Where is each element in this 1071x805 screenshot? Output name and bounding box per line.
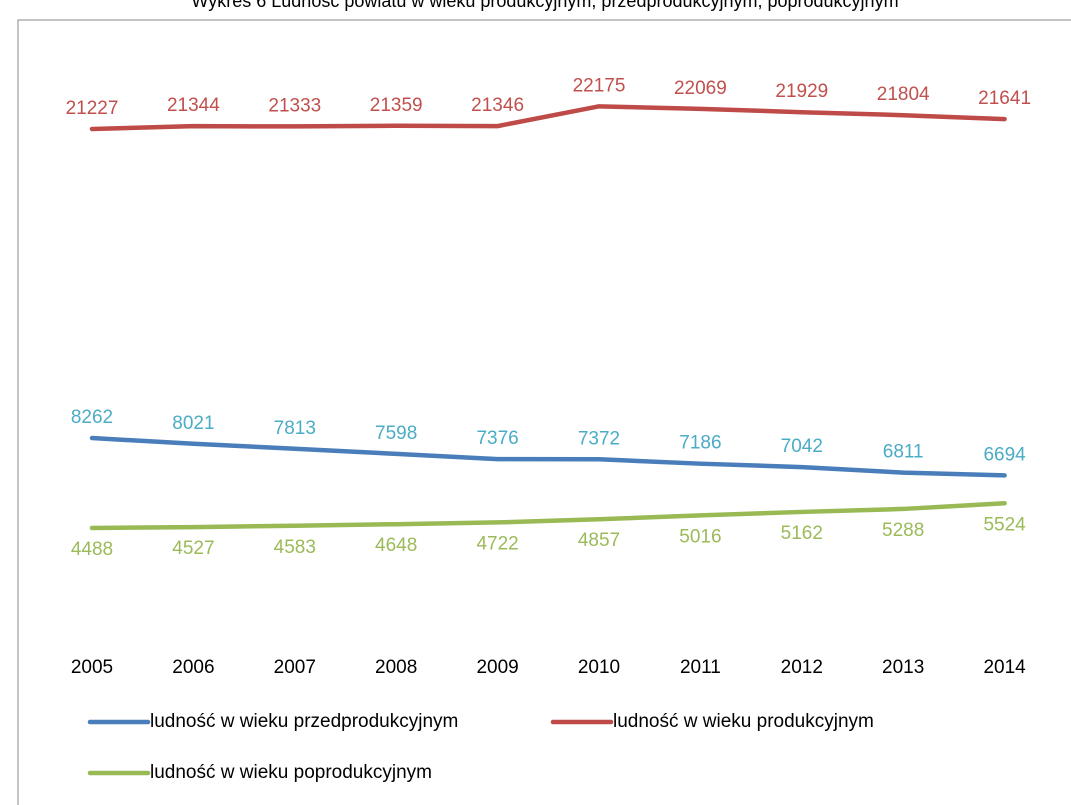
- data-label: 22069: [674, 78, 727, 99]
- chart-frame: [17, 19, 1071, 805]
- data-label: 4583: [274, 537, 316, 558]
- series-line: [89, 501, 1007, 531]
- data-label: 8262: [71, 407, 113, 428]
- data-label: 5288: [882, 520, 924, 541]
- legend-label: ludność w wieku przedprodukcyjnym: [150, 711, 458, 732]
- x-tick-label: 2009: [476, 657, 518, 678]
- data-label: 6811: [883, 442, 924, 463]
- data-label: 5524: [983, 514, 1026, 535]
- data-label: 7813: [274, 418, 316, 439]
- data-label: 7042: [781, 436, 823, 457]
- data-label: 7376: [476, 428, 518, 449]
- series-line: [89, 435, 1007, 478]
- data-label: 21333: [268, 95, 321, 116]
- data-label: 4488: [71, 539, 113, 560]
- data-label: 7372: [578, 428, 620, 449]
- x-tick-label: 2005: [71, 657, 113, 678]
- data-label: 21227: [66, 98, 119, 119]
- data-label: 4648: [375, 535, 417, 556]
- data-label: 4722: [476, 533, 518, 554]
- data-label: 21346: [471, 95, 524, 116]
- data-label: 5162: [781, 523, 823, 544]
- x-tick-label: 2006: [172, 657, 214, 678]
- x-tick-label: 2012: [781, 657, 823, 678]
- x-tick-label: 2013: [882, 657, 924, 678]
- data-label: 21344: [167, 95, 220, 116]
- data-label: 4857: [578, 530, 620, 551]
- series-line: [89, 104, 1007, 132]
- x-tick-label: 2010: [578, 657, 620, 678]
- x-tick-label: 2014: [983, 657, 1026, 678]
- x-tick-label: 2011: [680, 657, 721, 678]
- legend-label: ludność w wieku produkcyjnym: [613, 711, 874, 732]
- data-label: 8021: [172, 413, 214, 434]
- data-label: 7598: [375, 423, 417, 444]
- data-label: 6694: [983, 444, 1026, 465]
- x-tick-label: 2007: [274, 657, 316, 678]
- data-label: 21359: [370, 95, 423, 116]
- chart-title: Wykres 6 Ludność powiatu w wieku produkc…: [191, 0, 898, 11]
- data-label: 22175: [573, 75, 626, 96]
- data-label: 21641: [978, 88, 1031, 109]
- data-label: 5016: [679, 526, 721, 547]
- x-tick-label: 2008: [375, 657, 417, 678]
- data-label: 4527: [172, 538, 214, 559]
- data-label: 21804: [877, 84, 930, 105]
- data-label: 21929: [775, 81, 828, 102]
- data-label: 7186: [679, 433, 721, 454]
- legend-label: ludność w wieku poprodukcyjnym: [150, 762, 432, 783]
